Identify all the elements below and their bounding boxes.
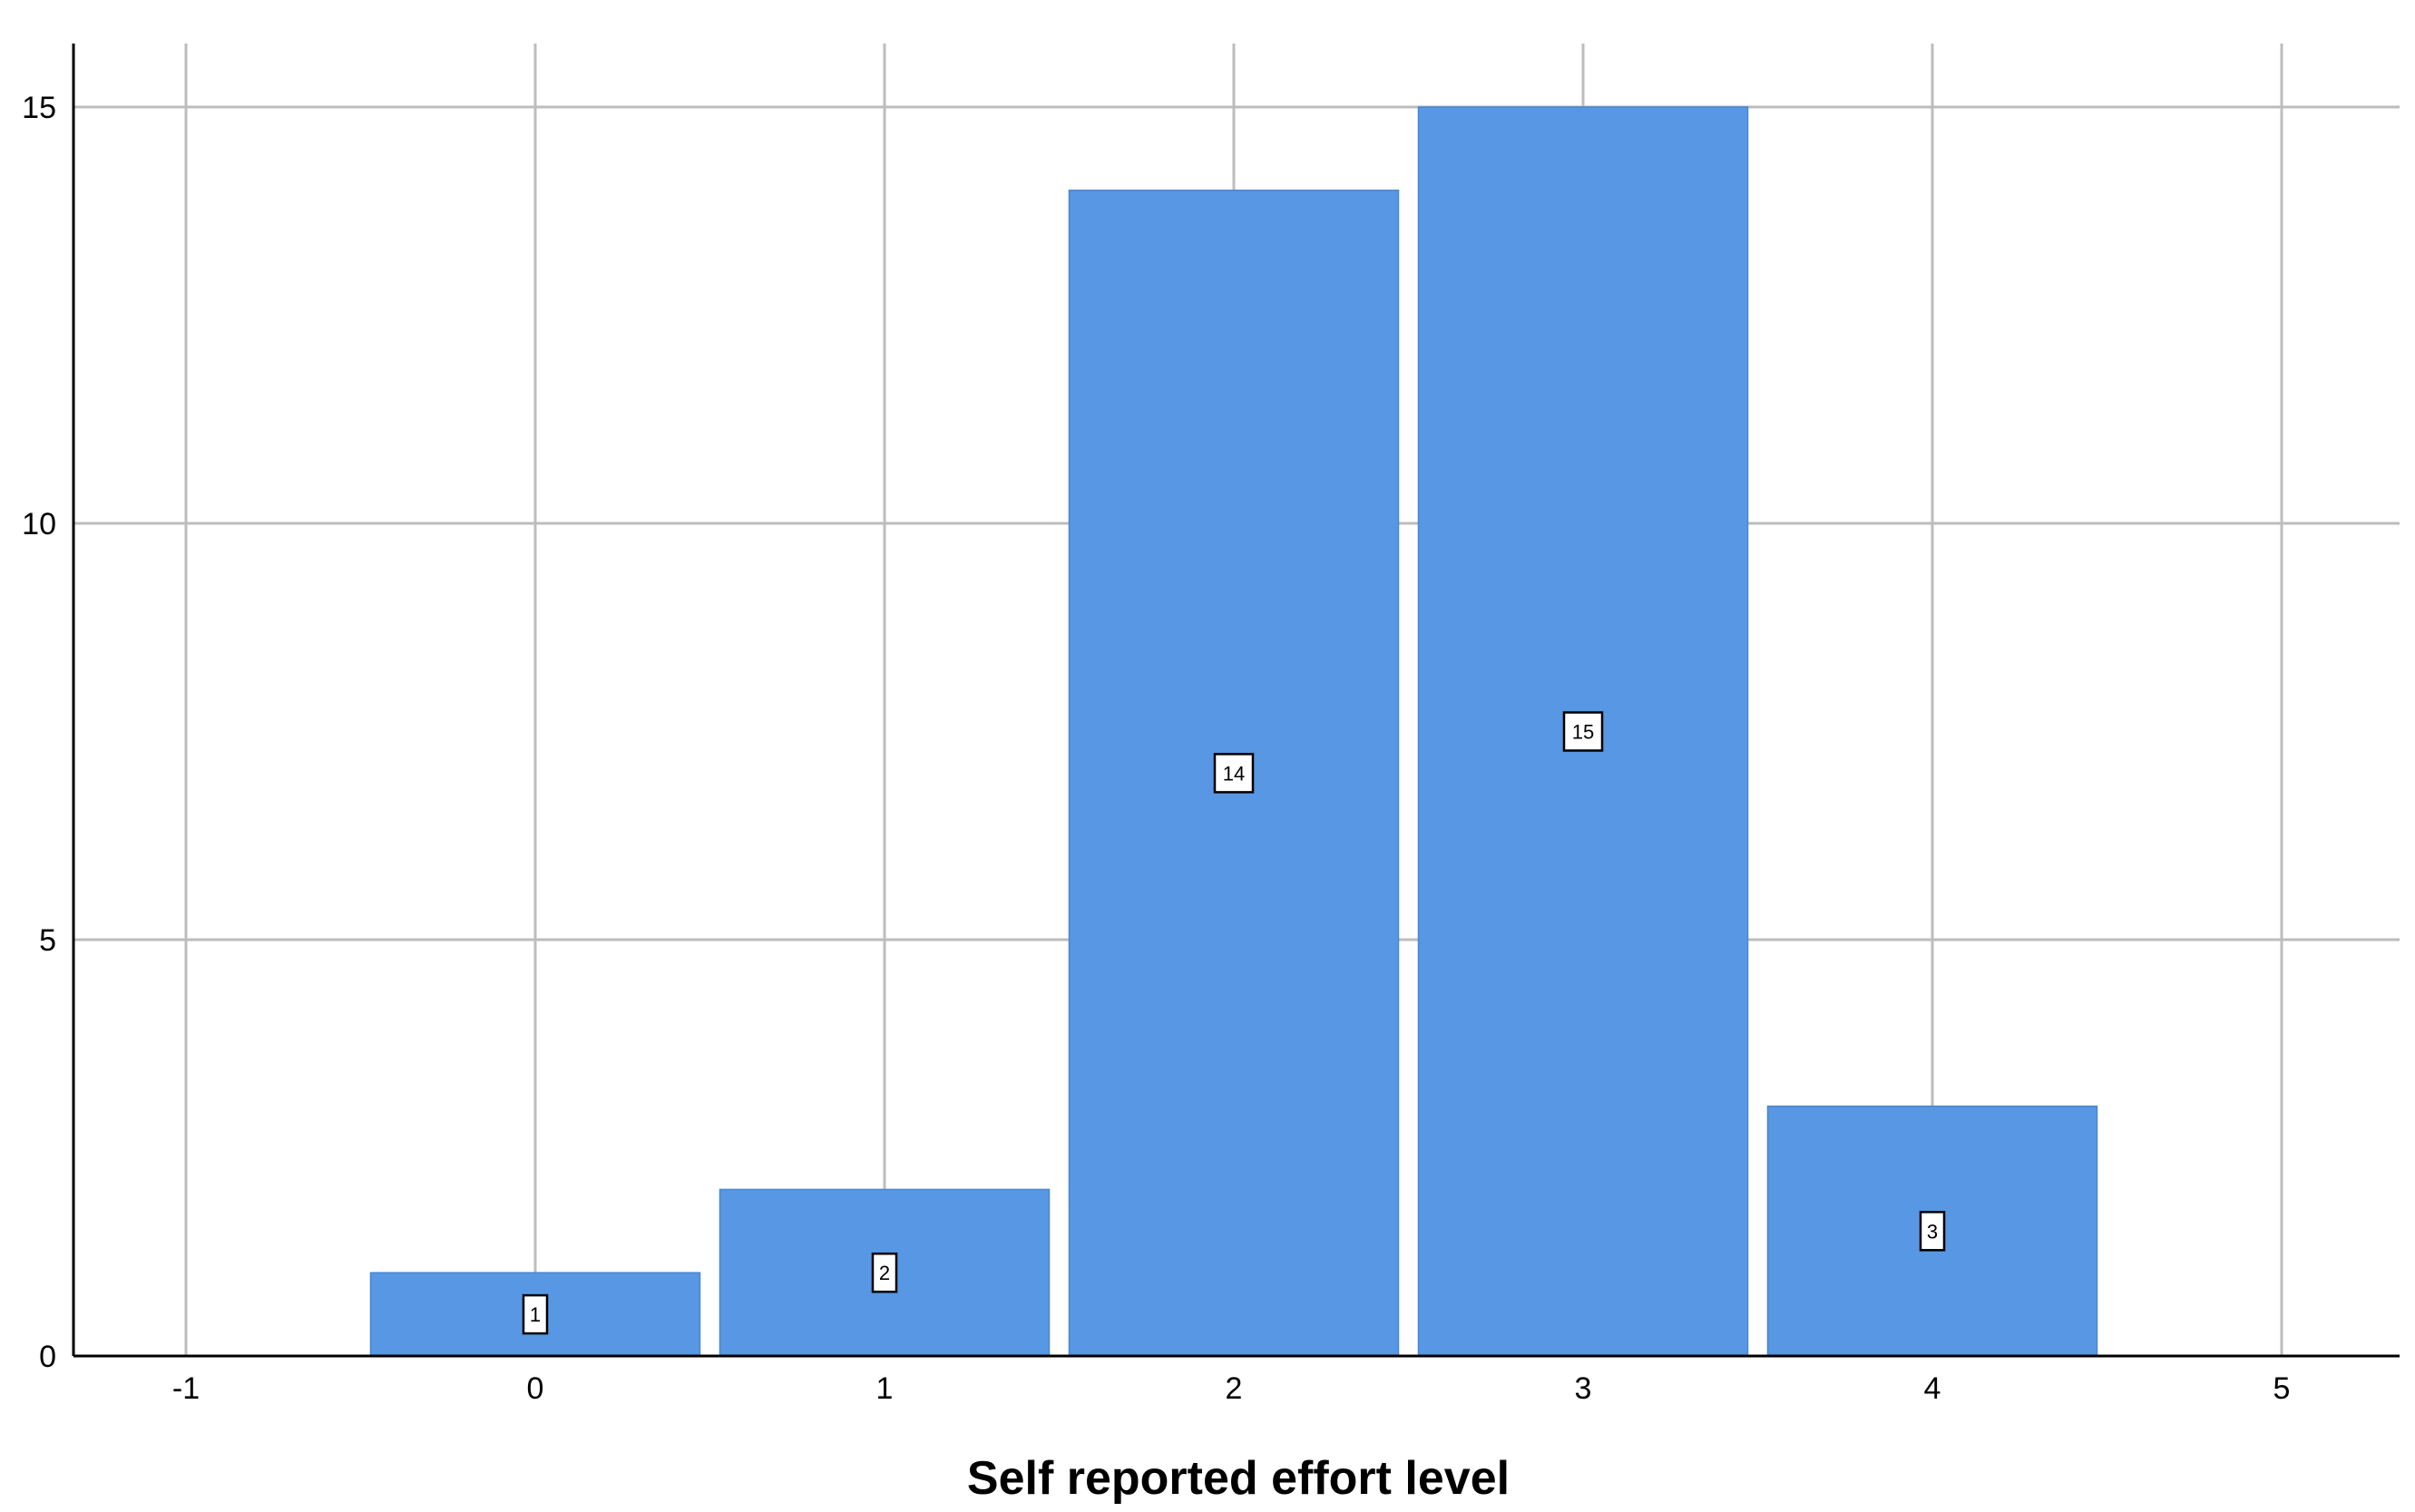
data-label: 14 [1223,762,1245,785]
axes [72,44,2400,1358]
x-tick-label: 5 [2273,1371,2291,1406]
y-tick-label: 15 [22,91,56,125]
x-tick-label: -1 [172,1371,200,1406]
data-label: 15 [1572,721,1594,744]
x-tick-label: 3 [1575,1371,1592,1406]
data-labels: 1 2 14 15 3 [522,711,1946,1335]
grid-lines [73,44,2400,1356]
data-label-box [1213,753,1255,794]
data-label-box [1562,711,1604,752]
data-label-box [522,1293,549,1335]
x-tick-label: 0 [527,1371,544,1406]
x-tick-labels: -1 0 1 2 3 4 5 [172,1371,2291,1406]
x-axis-title: Self reported effort level [967,1452,1510,1505]
data-label: 2 [879,1262,890,1284]
data-label: 3 [1927,1220,1938,1243]
y-tick-label: 10 [22,507,56,541]
x-tick-label: 2 [1226,1371,1243,1406]
y-tick-label: 5 [39,923,56,958]
y-tick-label: 0 [39,1340,56,1374]
x-tick-label: 1 [876,1371,894,1406]
data-label: 1 [530,1303,541,1326]
y-tick-labels: 0 5 10 15 [22,91,56,1374]
data-label-box [871,1252,898,1293]
x-tick-label: 4 [1924,1371,1941,1406]
data-label-box [1919,1211,1946,1252]
